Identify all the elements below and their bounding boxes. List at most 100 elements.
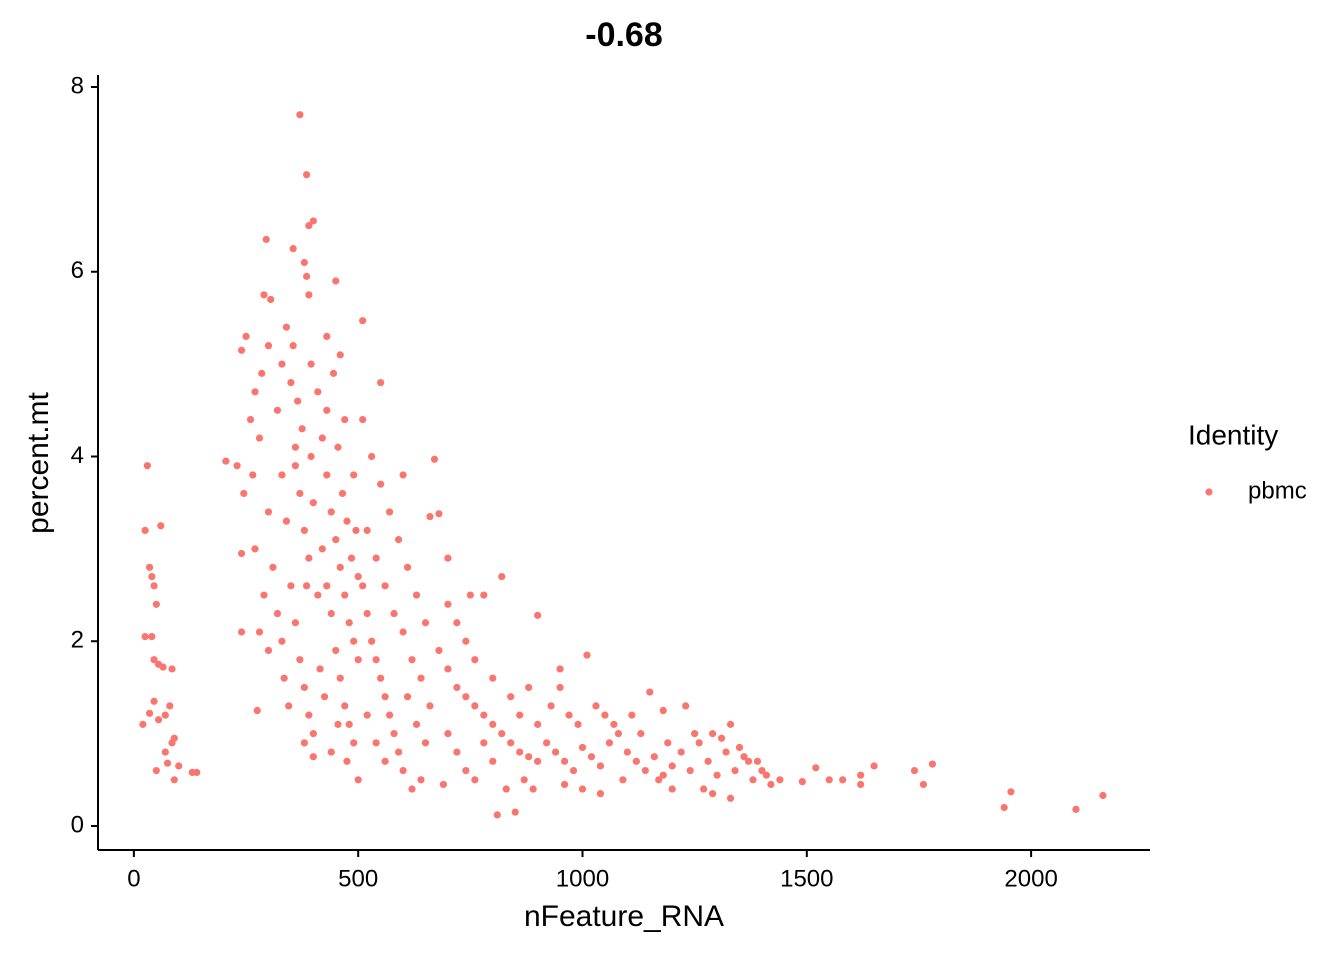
point (385, 508, 394, 516)
y-tick-label: 4 (71, 442, 84, 469)
point (390, 730, 398, 738)
point (278, 360, 286, 368)
point (453, 748, 461, 756)
point (664, 739, 672, 747)
legend-label: pbmc (1248, 477, 1307, 504)
point (547, 702, 555, 710)
point (471, 776, 479, 784)
point (163, 759, 172, 767)
point (565, 711, 573, 719)
point (825, 776, 833, 784)
point (285, 702, 293, 710)
point (287, 582, 295, 590)
point (385, 711, 394, 719)
point (682, 702, 690, 710)
point (511, 808, 519, 816)
point (264, 646, 273, 655)
point (303, 582, 311, 590)
point (381, 582, 389, 590)
point (569, 766, 578, 775)
point (303, 171, 311, 179)
point (430, 455, 439, 463)
point (141, 526, 149, 534)
point (560, 757, 569, 765)
point (543, 739, 551, 747)
point (336, 674, 344, 682)
point (282, 323, 291, 331)
point (145, 709, 154, 717)
point (242, 332, 250, 341)
point (267, 295, 275, 304)
point (695, 739, 703, 747)
point (291, 619, 299, 627)
point (152, 766, 160, 775)
point (296, 489, 304, 498)
point (489, 674, 497, 682)
point (350, 471, 358, 479)
point (296, 656, 304, 664)
point (574, 720, 582, 728)
point (323, 582, 331, 590)
point (154, 716, 163, 724)
point (255, 434, 264, 442)
point (350, 739, 358, 747)
point (264, 342, 273, 350)
point (336, 563, 344, 571)
point (596, 790, 605, 798)
point (839, 776, 847, 784)
point (168, 665, 176, 673)
point (740, 753, 748, 761)
point (300, 683, 308, 692)
point (421, 739, 430, 747)
point (462, 693, 470, 701)
point (300, 258, 308, 267)
point (372, 554, 380, 562)
point (377, 378, 385, 387)
point (264, 508, 273, 516)
x-tick-label: 1000 (556, 865, 609, 892)
point (462, 766, 470, 775)
point (334, 443, 342, 451)
point (352, 526, 360, 534)
point (273, 609, 282, 618)
legend-title: Identity (1188, 419, 1278, 450)
point (686, 766, 694, 775)
point (623, 748, 631, 756)
point (507, 739, 515, 747)
point (453, 619, 461, 627)
point (314, 388, 322, 396)
point (668, 785, 676, 793)
point (323, 332, 331, 341)
point (758, 766, 766, 775)
y-tick-label: 8 (71, 72, 84, 99)
point (260, 591, 268, 599)
point (870, 762, 878, 770)
point (637, 730, 645, 738)
point (668, 762, 676, 770)
point (394, 748, 403, 756)
point (309, 730, 317, 738)
point (159, 663, 167, 671)
point (444, 600, 452, 608)
legend-marker (1205, 488, 1213, 496)
point (659, 771, 667, 779)
point (381, 693, 389, 701)
point (408, 656, 416, 664)
point (372, 739, 380, 747)
point (327, 508, 335, 516)
point (525, 683, 533, 692)
point (341, 415, 349, 424)
point (534, 757, 542, 765)
point (857, 780, 865, 789)
point (291, 443, 299, 451)
point (280, 674, 288, 682)
point (309, 753, 317, 761)
point (534, 611, 542, 619)
point (332, 536, 340, 544)
point (704, 757, 712, 765)
point (551, 748, 560, 756)
y-tick-label: 0 (71, 811, 84, 838)
point (303, 272, 311, 280)
point (709, 790, 717, 798)
